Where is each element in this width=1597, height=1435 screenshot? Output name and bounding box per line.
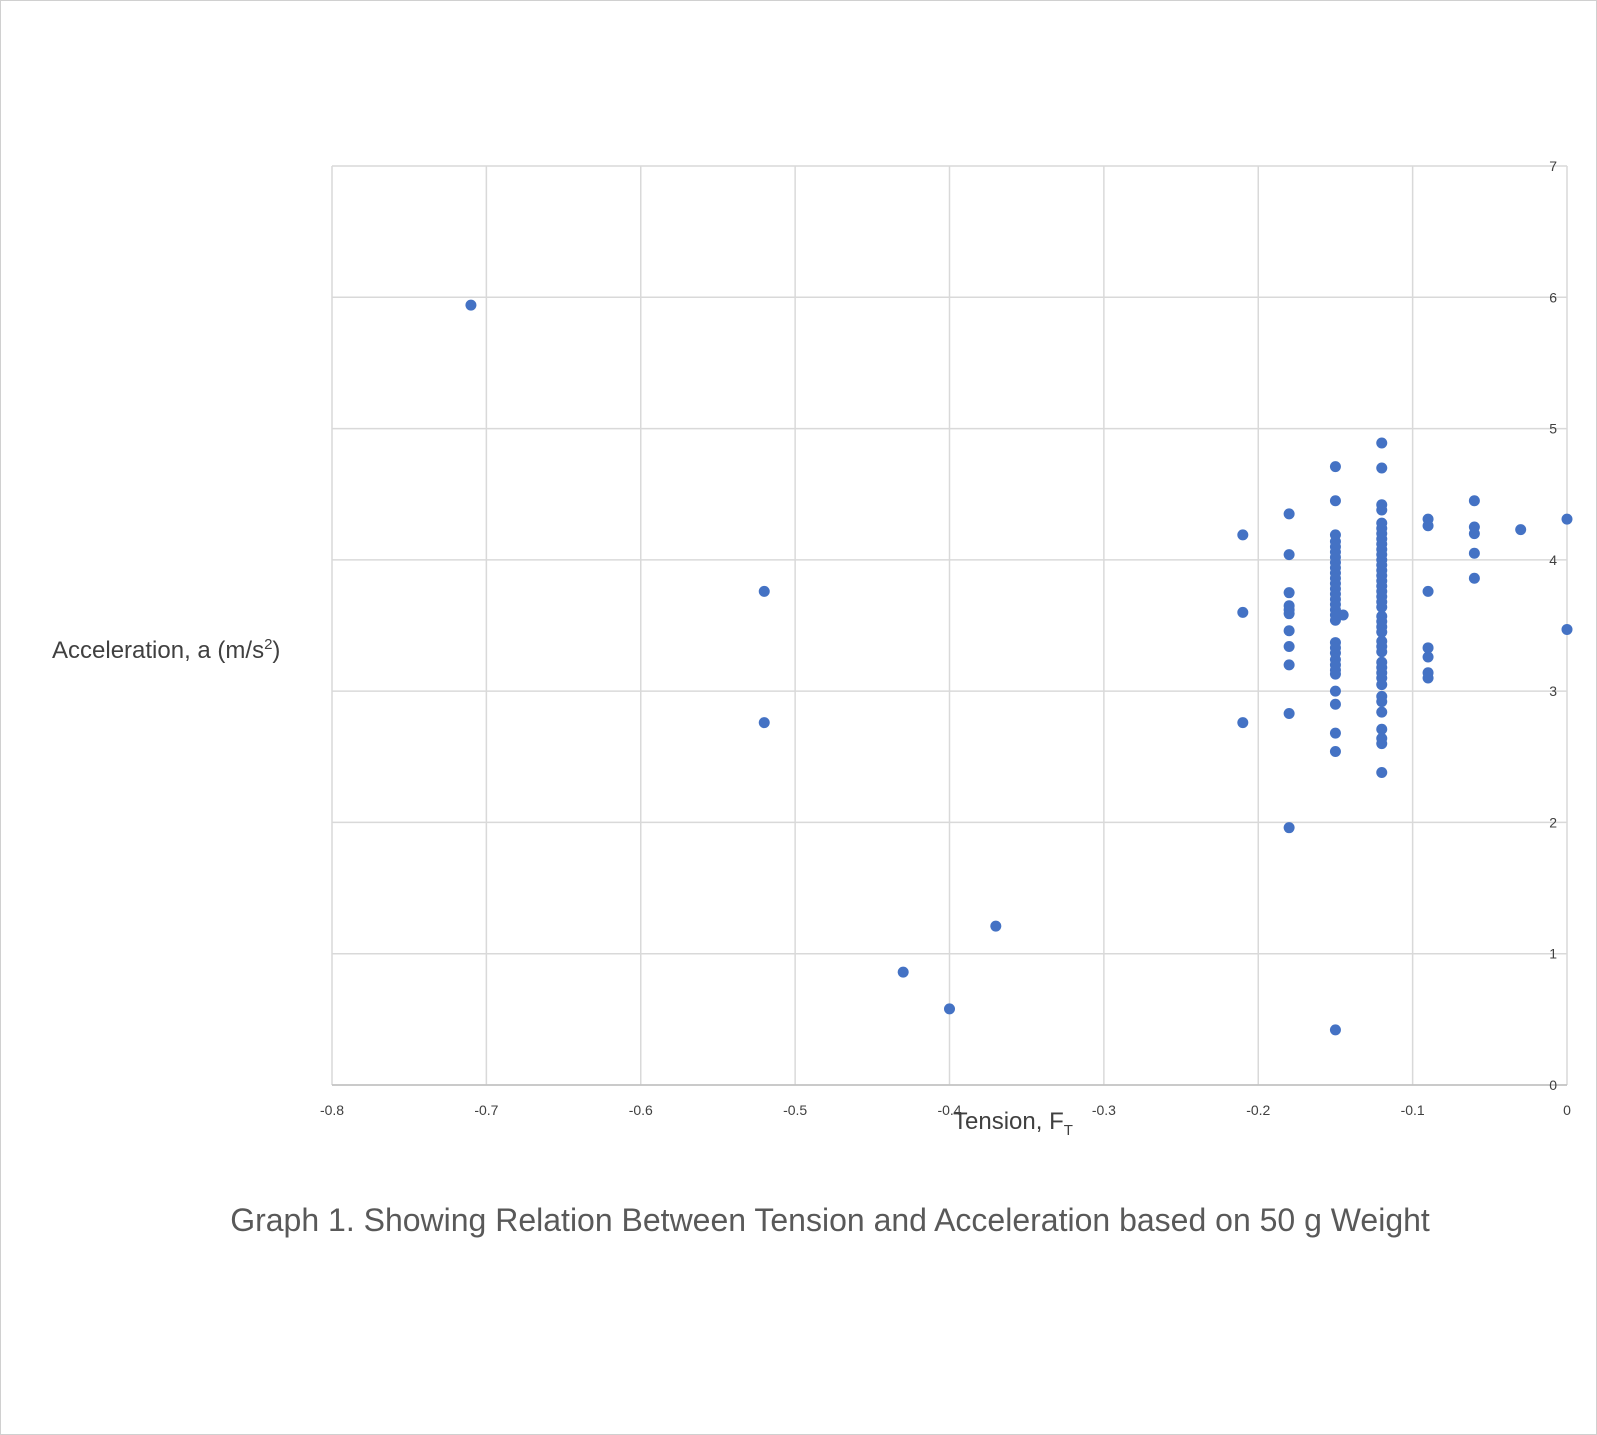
data-point	[1329, 461, 1341, 473]
data-point	[1376, 767, 1388, 779]
data-point	[1468, 547, 1480, 559]
data-point	[1329, 685, 1341, 697]
data-point	[1283, 822, 1295, 834]
y-tick-label: 6	[1549, 289, 1557, 305]
x-axis-label: Tension, FT	[953, 1108, 1073, 1139]
data-point	[1376, 601, 1388, 613]
data-point	[1329, 495, 1341, 507]
data-point	[1237, 606, 1249, 618]
data-point	[1283, 659, 1295, 671]
data-point	[1422, 651, 1434, 663]
data-point	[1376, 738, 1388, 750]
data-point	[1422, 672, 1434, 684]
data-point	[1329, 746, 1341, 758]
data-point	[1329, 698, 1341, 710]
data-point	[990, 920, 1002, 932]
data-point	[1515, 524, 1527, 536]
data-point	[897, 966, 909, 978]
data-point	[1283, 707, 1295, 719]
data-point	[1376, 646, 1388, 658]
data-point	[465, 299, 477, 311]
data-point	[758, 717, 770, 729]
x-tick-label: -0.1	[1401, 1102, 1425, 1118]
x-tick-label: -0.8	[320, 1102, 344, 1118]
y-tick-label: 3	[1549, 683, 1557, 699]
data-points	[465, 299, 1573, 1036]
y-tick-label: 2	[1549, 814, 1557, 830]
x-tick-labels: -0.8 -0.7 -0.6 -0.5 -0.4 -0.3 -0.2 -0.1 0	[320, 1102, 1571, 1118]
x-tick-label: -0.2	[1246, 1102, 1270, 1118]
data-point	[1376, 679, 1388, 691]
data-point	[1283, 508, 1295, 520]
y-tick-label: 0	[1549, 1077, 1557, 1093]
data-point	[1329, 727, 1341, 739]
data-point	[1561, 513, 1573, 525]
x-tick-label: -0.4	[937, 1102, 961, 1118]
y-tick-label: 7	[1549, 158, 1557, 174]
data-point	[1283, 549, 1295, 561]
x-tick-label: -0.7	[474, 1102, 498, 1118]
data-point	[1376, 696, 1388, 708]
y-axis-label: Acceleration, a (m/s2)	[52, 636, 281, 664]
data-point	[1283, 641, 1295, 653]
data-point	[1283, 587, 1295, 599]
data-point	[1237, 529, 1249, 541]
data-point	[1468, 528, 1480, 540]
data-point	[1422, 642, 1434, 654]
data-point	[1376, 437, 1388, 449]
y-tick-label: 4	[1549, 552, 1557, 568]
y-tick-label: 5	[1549, 421, 1557, 437]
x-tick-label: -0.3	[1092, 1102, 1116, 1118]
data-point	[944, 1003, 955, 1015]
y-tick-labels: 0 1 2 3 4 5 6 7	[1549, 158, 1557, 1093]
data-point	[1376, 504, 1388, 516]
y-tick-label: 1	[1549, 946, 1557, 962]
data-point	[758, 585, 770, 597]
data-point	[1237, 717, 1249, 729]
x-tick-label: 0	[1563, 1102, 1571, 1118]
chart-title: Graph 1. Showing Relation Between Tensio…	[230, 1202, 1430, 1238]
data-point	[1283, 625, 1295, 637]
data-point	[1283, 608, 1295, 620]
data-point	[1561, 623, 1573, 635]
data-point	[1468, 495, 1480, 507]
data-point	[1468, 572, 1480, 584]
data-point	[1376, 462, 1388, 474]
data-point	[1329, 668, 1341, 680]
x-tick-label: -0.5	[783, 1102, 807, 1118]
data-point	[1376, 706, 1388, 718]
data-point	[1422, 520, 1434, 532]
data-point	[1376, 723, 1388, 735]
data-point	[1376, 626, 1388, 638]
data-point	[1329, 614, 1341, 626]
data-point	[1422, 585, 1434, 597]
data-point	[1329, 1024, 1341, 1036]
x-tick-label: -0.6	[629, 1102, 653, 1118]
data-point	[1337, 609, 1349, 621]
